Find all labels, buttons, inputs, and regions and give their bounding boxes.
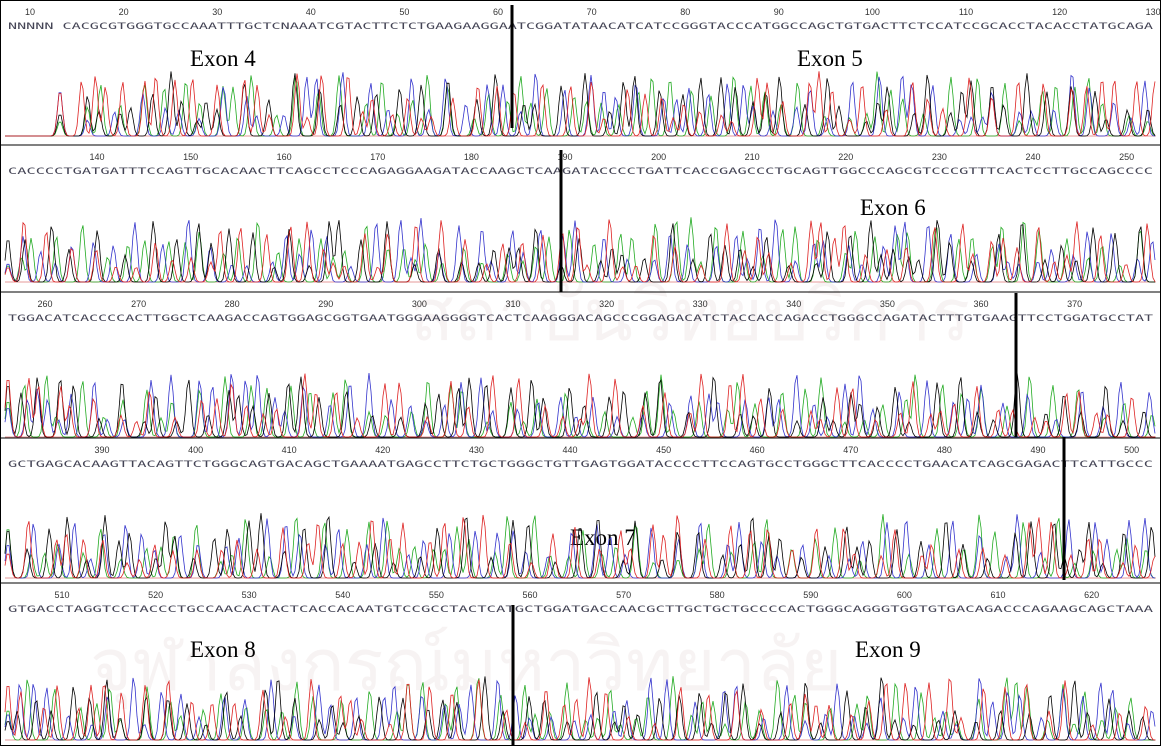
position-label: 370 — [1067, 299, 1082, 309]
position-label: 620 — [1084, 590, 1099, 600]
position-label: 600 — [897, 590, 912, 600]
sequence: CACCCCTGATGATTTCCAGTTGCACAACTTCAGCCTCCCA… — [8, 167, 1153, 177]
position-label: 160 — [277, 152, 292, 162]
position-label: 300 — [412, 299, 427, 309]
position-label: 540 — [335, 590, 350, 600]
position-label: 520 — [148, 590, 163, 600]
sequence: GCTGAGCACAAGTTACAGTTCTGGGCAGTGACAGCTGAAA… — [8, 460, 1153, 470]
position-label: 40 — [306, 7, 316, 17]
position-label: 180 — [464, 152, 479, 162]
position-label: 560 — [522, 590, 537, 600]
position-label: 400 — [188, 445, 203, 455]
exon-label: Exon 9 — [855, 637, 921, 662]
position-label: 470 — [843, 445, 858, 455]
position-label: 350 — [880, 299, 895, 309]
position-label: 260 — [37, 299, 52, 309]
position-label: 450 — [656, 445, 671, 455]
position-label: 20 — [119, 7, 129, 17]
position-label: 140 — [89, 152, 104, 162]
position-label: 10 — [25, 7, 35, 17]
position-label: 360 — [973, 299, 988, 309]
position-label: 330 — [693, 299, 708, 309]
position-label: 550 — [429, 590, 444, 600]
position-label: 420 — [375, 445, 390, 455]
position-label: 500 — [1124, 445, 1139, 455]
position-label: 130 — [1146, 7, 1161, 17]
position-label: 480 — [937, 445, 952, 455]
exon-label: Exon 8 — [190, 637, 256, 662]
position-label: 290 — [318, 299, 333, 309]
position-label: 280 — [225, 299, 240, 309]
position-label: 610 — [990, 590, 1005, 600]
position-label: 590 — [803, 590, 818, 600]
position-label: 240 — [1025, 152, 1040, 162]
position-label: 440 — [562, 445, 577, 455]
position-label: 120 — [1052, 7, 1067, 17]
position-label: 430 — [469, 445, 484, 455]
sequence: GTGACCTAGGTCCTACCCTGCCAACACTACTCACCACAAT… — [8, 605, 1154, 615]
exon-label: Exon 5 — [797, 46, 863, 71]
chromatogram-figure: สถาบันวิทยบริการ จุฬาลงกรณ์มหาวิทยาลัย 1… — [0, 0, 1161, 746]
position-label: 150 — [183, 152, 198, 162]
position-label: 210 — [745, 152, 760, 162]
position-label: 90 — [774, 7, 784, 17]
position-label: 390 — [94, 445, 109, 455]
position-label: 250 — [1119, 152, 1134, 162]
position-label: 510 — [54, 590, 69, 600]
exon-label: Exon 6 — [860, 195, 926, 220]
position-label: 410 — [282, 445, 297, 455]
position-label: 580 — [710, 590, 725, 600]
sequence: TGGACATCACCCCACTTGGCTCAAGACCAGTGGAGCGGTG… — [8, 314, 1154, 324]
position-label: 100 — [865, 7, 880, 17]
position-label: 50 — [399, 7, 409, 17]
position-label: 60 — [493, 7, 503, 17]
position-label: 170 — [370, 152, 385, 162]
position-label: 70 — [587, 7, 597, 17]
position-label: 270 — [131, 299, 146, 309]
position-label: 340 — [786, 299, 801, 309]
position-label: 30 — [212, 7, 222, 17]
position-label: 310 — [505, 299, 520, 309]
position-label: 200 — [651, 152, 666, 162]
position-label: 320 — [599, 299, 614, 309]
position-label: 230 — [932, 152, 947, 162]
watermark: จุฬาลงกรณ์มหาวิทยาลัย — [90, 623, 842, 709]
position-label: 530 — [242, 590, 257, 600]
position-label: 490 — [1030, 445, 1045, 455]
position-label: 460 — [750, 445, 765, 455]
position-label: 570 — [616, 590, 631, 600]
position-label: 110 — [959, 7, 973, 17]
position-label: 80 — [680, 7, 690, 17]
exon-label: Exon 4 — [190, 46, 256, 71]
sequence: NNNNN CACGCGTGGGTGCCAAATTTGCTCNAAATCGTAC… — [8, 22, 1154, 32]
position-label: 220 — [838, 152, 853, 162]
